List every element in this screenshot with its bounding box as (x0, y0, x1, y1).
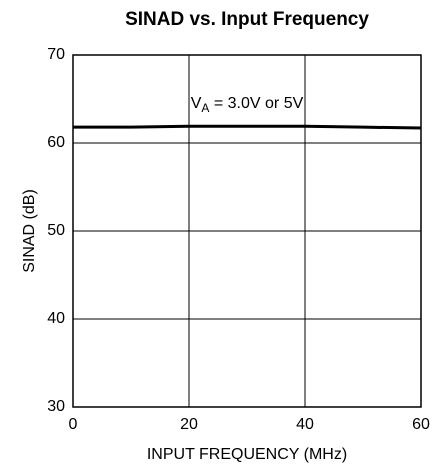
x-axis-label: INPUT FREQUENCY (MHz) (147, 446, 347, 463)
y-tick-label: 70 (47, 46, 65, 63)
data-line (73, 124, 422, 130)
chart-title: SINAD vs. Input Frequency (125, 9, 369, 30)
x-tick-label: 0 (69, 416, 78, 433)
plot-frame (72, 54, 422, 408)
y-tick-label: 60 (47, 134, 65, 151)
y-axis-label: SINAD (dB) (21, 189, 38, 273)
x-tick-label: 20 (180, 416, 198, 433)
x-tick-label: 60 (412, 416, 430, 433)
x-tick-label: 40 (296, 416, 314, 433)
annotation-sub: A (201, 101, 209, 115)
y-tick-label: 50 (47, 222, 65, 239)
annotation: VA = 3.0V or 5V (191, 95, 304, 115)
y-tick-label: 40 (47, 310, 65, 327)
annotation-rest: = 3.0V or 5V (209, 95, 303, 112)
annotation-base: V (191, 95, 202, 112)
y-tick-label: 30 (47, 398, 65, 415)
